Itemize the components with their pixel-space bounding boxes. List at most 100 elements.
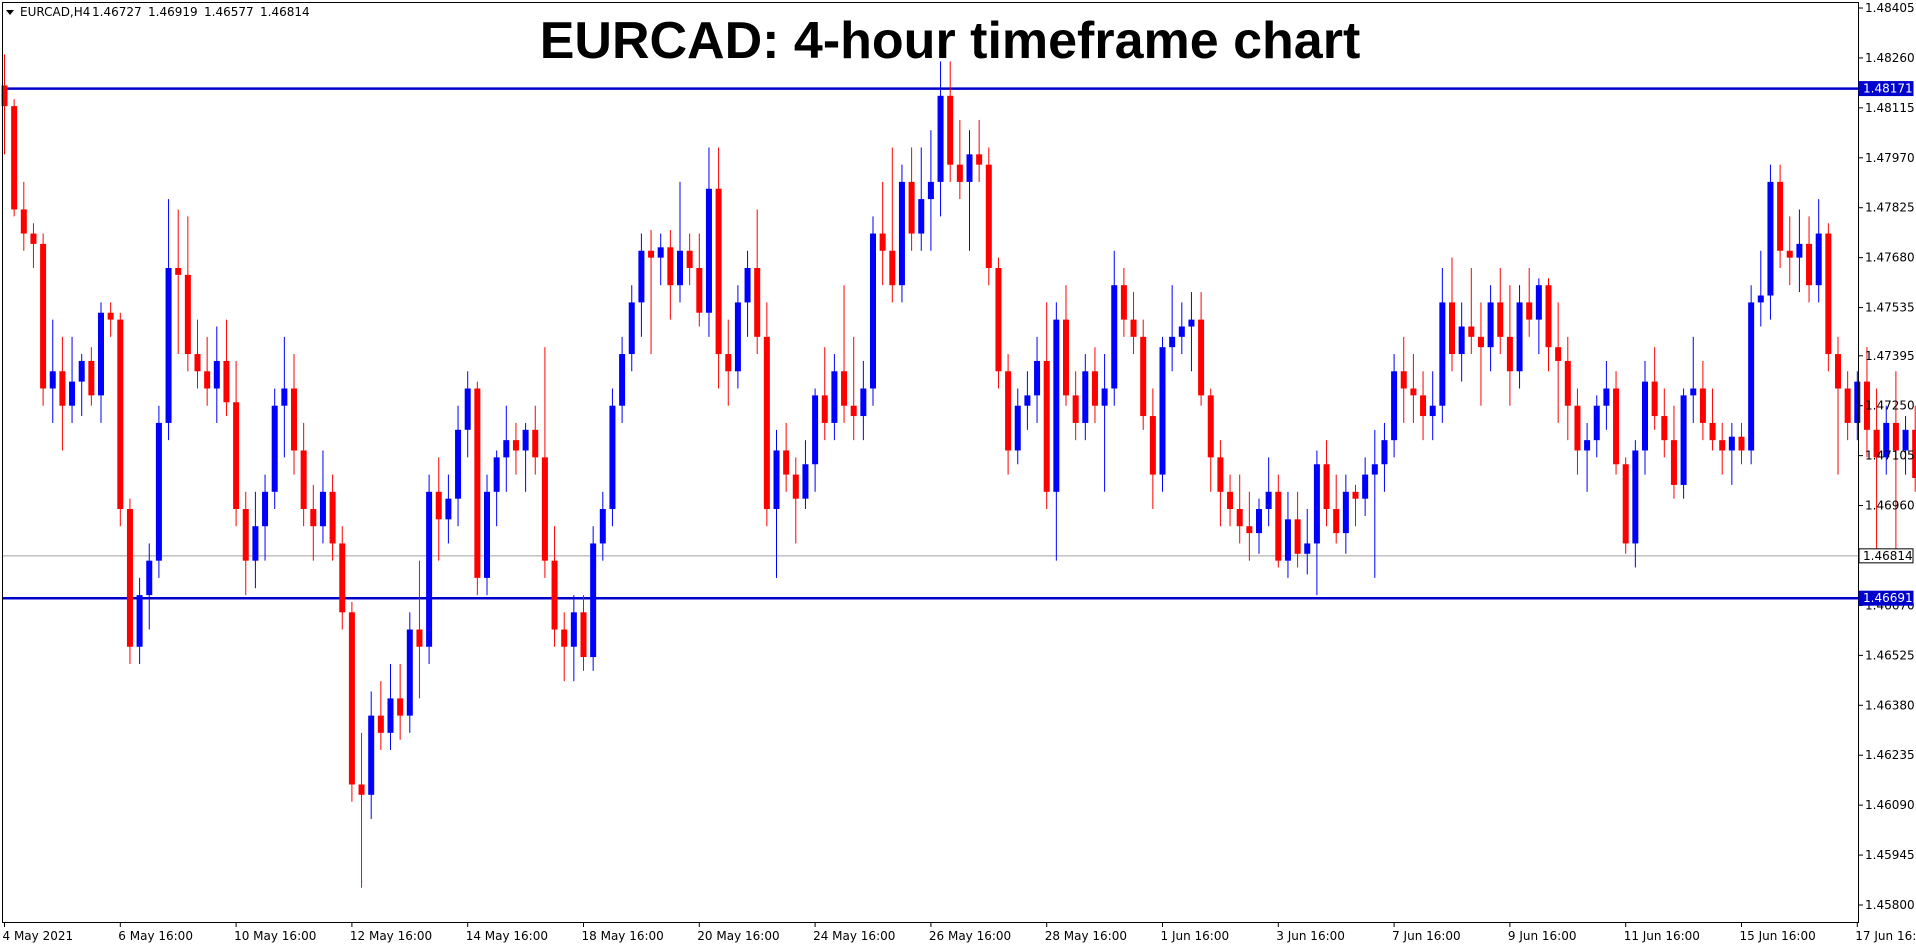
candle-body [155,422,162,561]
candle [590,526,597,671]
candle [1072,371,1079,441]
candle-body [1777,181,1784,251]
candle [870,216,876,406]
candle-body [561,629,568,647]
y-tick-label: 1.46525 [1865,648,1915,662]
candle-body [985,164,992,268]
candle-body [455,429,462,499]
candle-body [387,698,394,733]
candle [1420,371,1427,441]
candle [783,422,790,492]
candle-body [1806,243,1813,286]
support-price-label: 1.46691 [1858,590,1914,606]
resistance-price-label-box [1858,81,1914,97]
y-tick-label: 1.47535 [1865,301,1915,315]
candle [397,663,404,740]
candle-body [744,267,751,303]
ohlc-high: 1.46919 [148,5,198,19]
symbol-name: EURCAD,H4 [20,5,90,19]
candle-body [937,95,944,182]
candle-body [175,267,182,275]
candle [908,147,915,251]
candle-body [300,450,307,510]
candle [1333,474,1340,544]
candle [1699,360,1706,441]
candle-body [1333,509,1340,534]
chart-title: EURCAD: 4-hour timeframe chart [540,12,1361,70]
candle [184,216,191,372]
candle [1767,164,1774,320]
candle-body [1487,302,1494,348]
candle [1883,405,1890,475]
candle-body [580,612,587,658]
candle-body [474,388,481,578]
candle [1670,405,1677,499]
candle-body [426,491,433,647]
candle-body [69,381,76,406]
candle-body [966,154,973,182]
candle-body [1603,388,1610,406]
candle [1844,371,1851,441]
candle-body [1120,285,1127,320]
candle [11,99,18,217]
candle [1005,354,1012,475]
x-tick-label: 4 May 2021 [3,929,74,943]
candle-body [1642,381,1648,451]
candle-body [1,85,8,107]
candle [40,233,47,406]
candle [416,560,423,699]
candle [281,336,288,458]
candle-body [551,560,558,630]
candle [773,429,780,578]
y-tick-label: 1.45945 [1865,848,1915,862]
x-tick-label: 20 May 16:00 [697,929,779,943]
candle [233,360,240,527]
candle [1555,302,1562,423]
candle-body [1680,395,1687,485]
y-tick-label: 1.46960 [1865,499,1915,513]
candle [146,543,153,630]
candle [1410,354,1417,423]
candle-body [49,371,56,389]
candle [1863,347,1870,458]
candle [1777,164,1784,268]
candle [1535,278,1542,355]
candle [1169,285,1176,372]
candle [474,381,481,596]
candle [98,302,104,423]
candle [464,371,471,458]
candle-body [956,164,963,182]
candle-body [1101,388,1108,406]
candle [879,181,886,286]
candle [262,474,269,561]
candle [136,577,143,664]
candle-body [1863,381,1870,430]
candle-body [397,698,404,716]
candle-body [1458,326,1465,355]
candle-body [677,250,683,286]
y-tick-label: 1.46090 [1865,798,1915,812]
candle-body [898,181,905,286]
candle [1574,388,1581,475]
candle-body [1468,326,1475,337]
candle-body [1632,450,1639,544]
candle [329,474,336,561]
candle [1207,388,1214,492]
candle-body [1313,464,1320,544]
candle [1786,216,1793,286]
candle-body [1670,440,1677,485]
candle [1661,388,1668,458]
candle-body [1699,388,1706,423]
candle-body [213,360,220,389]
candle-body [329,491,336,544]
collapse-arrow-icon[interactable] [6,10,14,15]
candle-body [1873,429,1880,458]
candle [1024,371,1031,430]
candle-body [908,181,915,234]
candle-body [1323,464,1330,510]
candle-body [262,491,269,527]
ohlc-low: 1.46577 [204,5,254,19]
candle [1642,360,1648,475]
candle-body [1912,429,1916,479]
